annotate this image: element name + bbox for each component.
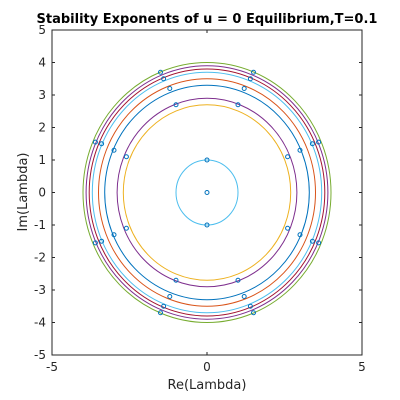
data-point-5 (173, 277, 179, 283)
data-point-11 (167, 86, 173, 91)
series-circle-8 (82, 62, 332, 323)
data-point-9 (123, 225, 129, 231)
y-tick-label: 2 (38, 121, 46, 135)
data-point-28 (251, 69, 256, 75)
data-point-4 (235, 102, 241, 108)
y-tick-label: 3 (38, 88, 46, 102)
y-tick-label: -5 (34, 348, 46, 362)
y-tick-label: -4 (34, 316, 46, 330)
data-point-10 (285, 225, 291, 231)
data-point-26 (309, 238, 315, 244)
data-point-7 (123, 154, 129, 160)
data-point-8 (285, 154, 291, 160)
series-circle-0 (175, 159, 239, 226)
data-point-20 (247, 76, 253, 82)
data-point-1 (204, 157, 210, 163)
data-point-3 (173, 102, 179, 108)
series-circle-1 (122, 104, 292, 281)
data-point-6 (235, 277, 241, 283)
data-point-24 (309, 141, 315, 147)
data-point-0 (204, 190, 210, 195)
data-point-33 (92, 240, 98, 246)
data-point-27 (158, 69, 163, 75)
data-point-21 (161, 303, 167, 309)
series-circle-4 (98, 78, 316, 307)
series-circle-6 (88, 68, 326, 317)
ticks-layer: -5 0 5 -5 -4 -3 -2 -1 0 1 2 3 4 5 (34, 23, 366, 374)
data-point-22 (247, 303, 253, 309)
data-point-31 (92, 139, 98, 145)
series-circle-3 (104, 84, 310, 301)
x-tick-label: 5 (358, 360, 366, 374)
data-point-12 (241, 86, 247, 91)
series-circle-2 (116, 97, 298, 288)
data-point-13 (167, 294, 173, 299)
y-tick-label: -2 (34, 251, 46, 265)
series-circle-5 (91, 71, 323, 314)
y-tick-label: 4 (38, 56, 46, 70)
series-circle-7 (85, 65, 329, 320)
x-tick-label: -5 (46, 360, 58, 374)
y-tick-label: -3 (34, 283, 46, 297)
data-point-32 (316, 139, 322, 145)
data-point-15 (111, 147, 117, 153)
data-point-2 (204, 222, 210, 228)
data-point-18 (297, 232, 303, 238)
data-point-34 (316, 240, 322, 246)
data-point-14 (241, 294, 247, 299)
y-tick-label: 1 (38, 153, 46, 167)
data-point-17 (111, 232, 117, 238)
data-point-25 (99, 238, 105, 244)
data-point-29 (158, 310, 163, 316)
y-tick-label: -1 (34, 218, 46, 232)
data-point-16 (297, 147, 303, 153)
data-point-30 (251, 310, 256, 316)
chart-title: Stability Exponents of u = 0 Equilibrium… (37, 12, 378, 27)
data-point-23 (99, 141, 105, 147)
y-axis-label: Im(Lambda) (16, 153, 31, 232)
points-layer (92, 69, 322, 316)
x-axis-label: Re(Lambda) (168, 378, 247, 393)
circles-layer (82, 62, 332, 323)
y-tick-label: 0 (38, 186, 46, 200)
x-tick-label: 0 (203, 360, 211, 374)
data-point-19 (161, 76, 167, 82)
y-tick-label: 5 (38, 23, 46, 37)
